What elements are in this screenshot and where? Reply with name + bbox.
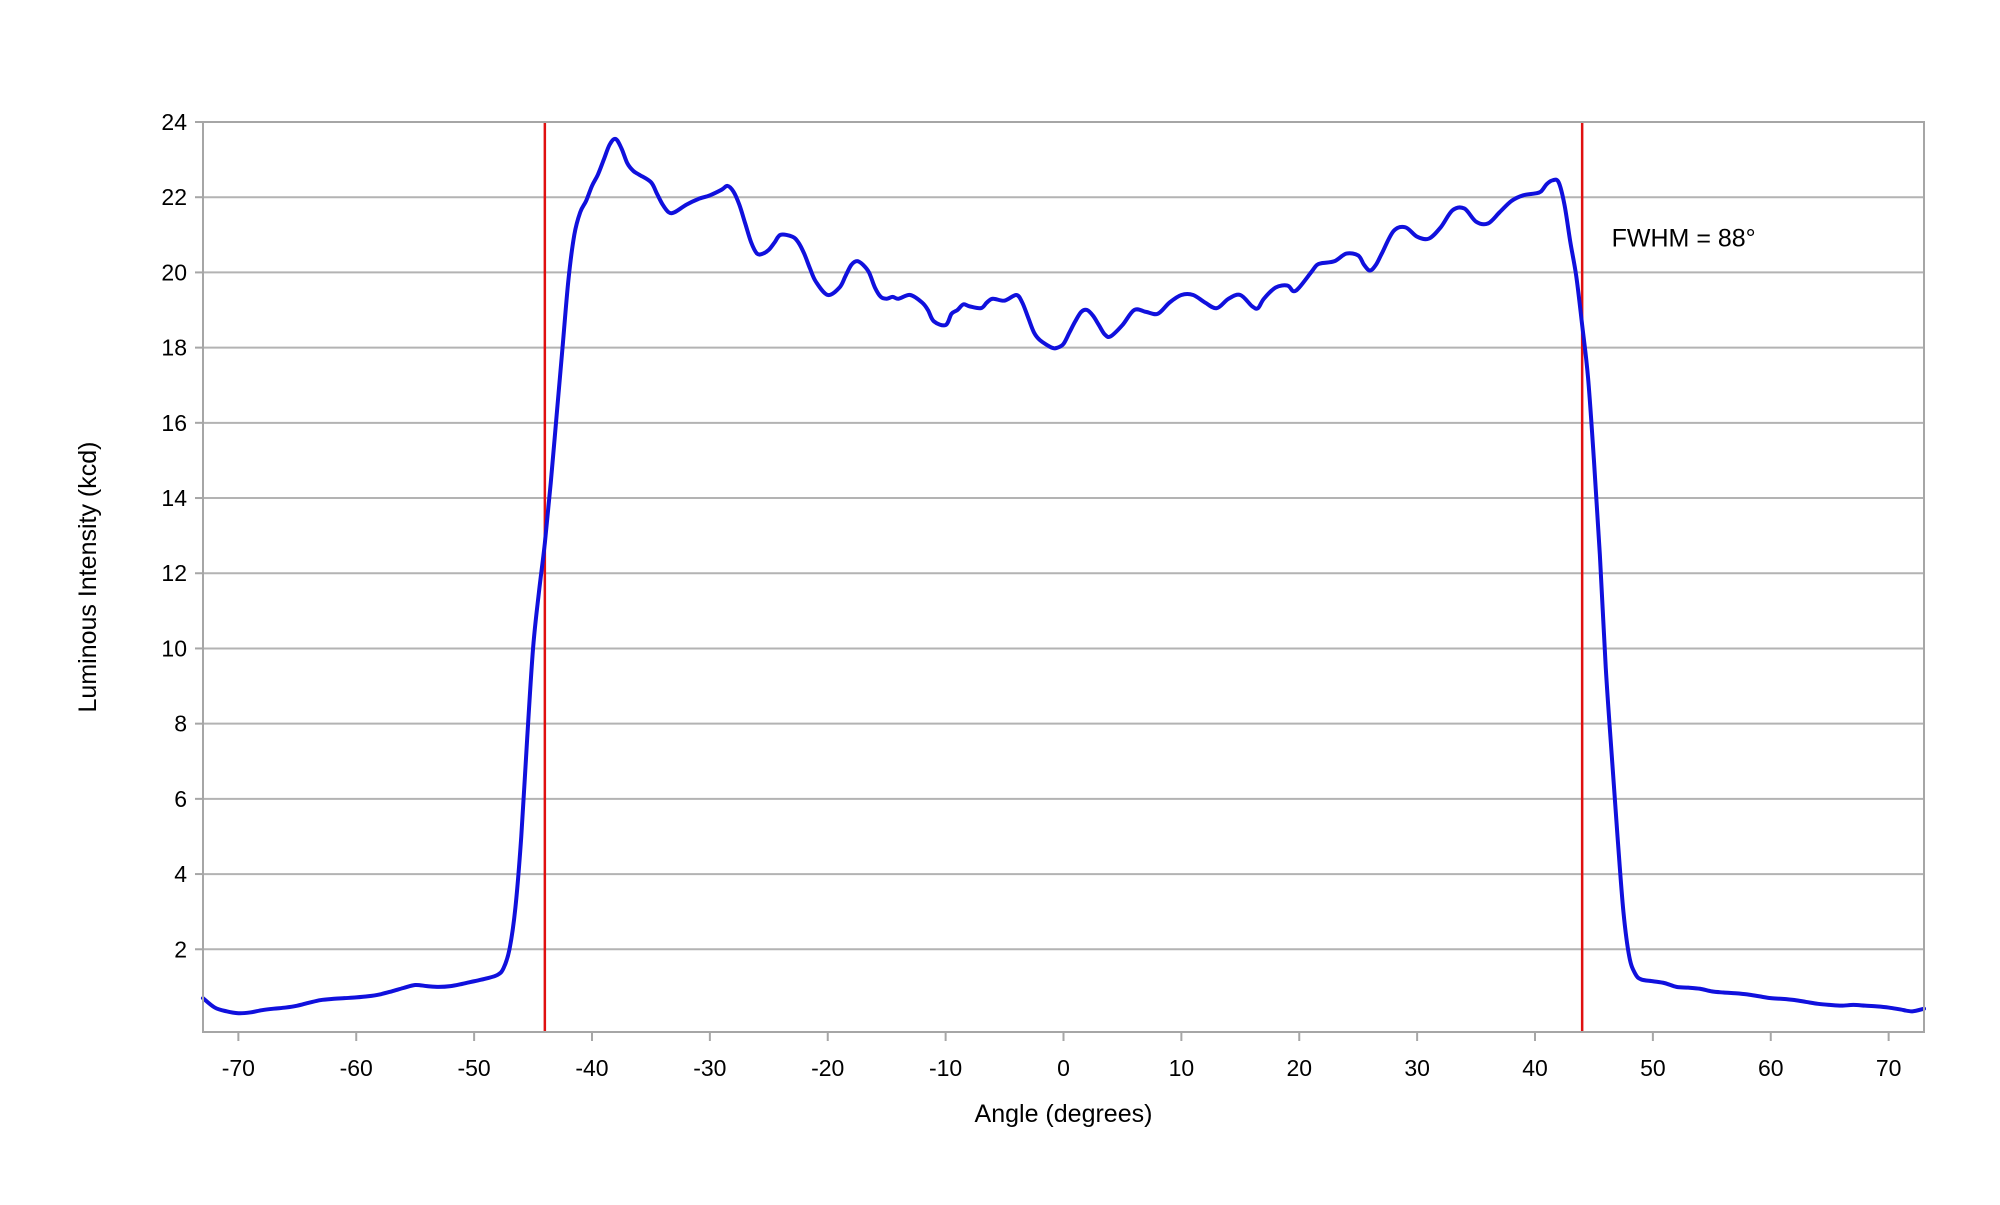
x-tick-label: -20: [811, 1055, 844, 1081]
y-tick-label: 14: [161, 485, 187, 511]
x-tick-label: 20: [1286, 1055, 1312, 1081]
y-tick-label: 12: [161, 560, 187, 586]
x-tick-label: -70: [222, 1055, 255, 1081]
fwhm-reference-lines: [543, 122, 1584, 1032]
y-tick-label: 8: [174, 711, 187, 737]
x-tick-label: -50: [457, 1055, 490, 1081]
y-tick-label: 16: [161, 410, 187, 436]
x-tick-label: 30: [1404, 1055, 1430, 1081]
x-axis-title: Angle (degrees): [975, 1100, 1153, 1128]
x-tick-label: 10: [1169, 1055, 1195, 1081]
y-tick-label: 6: [174, 786, 187, 812]
intensity-series-line: [201, 136, 1926, 1016]
x-tick-label: -30: [693, 1055, 726, 1081]
y-tick-label: 4: [174, 861, 187, 887]
y-tick-label: 20: [161, 259, 187, 285]
x-tick-label: 70: [1876, 1055, 1902, 1081]
y-tick-label: 10: [161, 635, 187, 661]
x-tick-label: 0: [1057, 1055, 1070, 1081]
y-tick-label: 22: [161, 184, 187, 210]
x-tick-label: -10: [929, 1055, 962, 1081]
y-tick-label: 2: [174, 936, 187, 962]
annotations: FWHM = 88°: [1612, 225, 1756, 253]
x-tick-label: 40: [1522, 1055, 1548, 1081]
x-tick-label: 50: [1640, 1055, 1666, 1081]
y-axis-title: Luminous Intensity (kcd): [74, 442, 102, 713]
x-tick-label: -40: [575, 1055, 608, 1081]
fwhm-annotation: FWHM = 88°: [1612, 225, 1756, 253]
x-tick-label: -60: [340, 1055, 373, 1081]
series-group: [201, 136, 1926, 1016]
plot-frame: [202, 121, 1925, 1033]
y-tick-label: 24: [161, 109, 187, 135]
y-tick-label: 18: [161, 335, 187, 361]
x-tick-label: 60: [1758, 1055, 1784, 1081]
